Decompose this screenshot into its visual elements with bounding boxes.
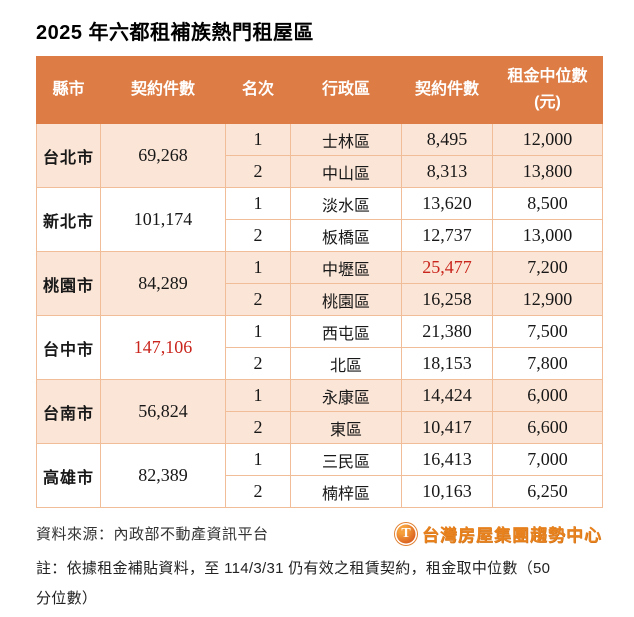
city-cell: 台中市 [36, 315, 101, 380]
brand-logo-text: 台灣房屋集團趨勢中心 [422, 526, 602, 545]
rank-cell: 2 [225, 219, 291, 252]
rent-cell: 7,800 [492, 347, 603, 380]
footnote-line-2: 分位數） [36, 590, 98, 607]
district-cell: 西屯區 [290, 315, 402, 348]
table-row: 2 楠梓區 10,163 6,250 [37, 475, 603, 508]
district-cell: 淡水區 [290, 187, 402, 220]
rent-cell: 6,600 [492, 411, 603, 444]
rent-cell: 12,900 [492, 283, 603, 316]
rental-table: 縣市 契約件數 名次 行政區 契約件數 租金中位數 (元) 台北市 69,268… [36, 56, 603, 508]
rank-cell: 2 [225, 347, 291, 380]
table-row: 桃園市 84,289 1 中壢區 25,477 7,200 [36, 251, 603, 316]
footnote: 註：依據租金補貼資料，至 114/3/31 仍有效之租賃契約，租金取中位數（50… [36, 554, 614, 614]
rank-cell: 1 [225, 187, 291, 220]
footer-row: 資料來源：內政部不動產資訊平台 T 台灣房屋集團趨勢中心 [36, 521, 602, 546]
contracts-cell: 18,153 [401, 347, 493, 380]
city-total-cell: 56,824 [100, 379, 226, 444]
district-cell: 東區 [290, 411, 402, 444]
district-cell: 中山區 [290, 155, 402, 188]
table-body: 台北市 69,268 1 士林區 8,495 12,000 2 中山區 8,31… [36, 123, 603, 508]
contracts-cell: 13,620 [401, 187, 493, 220]
col-header-city: 縣市 [36, 56, 101, 124]
district-cell: 士林區 [290, 123, 402, 156]
contracts-cell: 16,413 [401, 443, 493, 476]
city-total-cell: 101,174 [100, 187, 226, 252]
table-row: 台中市 147,106 1 西屯區 21,380 7,500 [36, 315, 603, 380]
rank-cell: 2 [225, 411, 291, 444]
contracts-cell-highlighted: 25,477 [401, 251, 493, 284]
rent-cell: 7,500 [492, 315, 603, 348]
data-source-text: 資料來源：內政部不動產資訊平台 [36, 526, 269, 543]
header-row: 縣市 契約件數 名次 行政區 契約件數 租金中位數 (元) [36, 56, 603, 124]
col-header-rank: 名次 [225, 56, 291, 124]
table-row: 台北市 69,268 1 士林區 8,495 12,000 [36, 123, 603, 188]
district-cell: 三民區 [290, 443, 402, 476]
table-row: 新北市 101,174 1 淡水區 13,620 8,500 [36, 187, 603, 252]
district-cell: 桃園區 [290, 283, 402, 316]
table-row: 2 北區 18,153 7,800 [37, 347, 603, 380]
col-header-rent-line1: 租金中位數 [507, 68, 588, 86]
contracts-cell: 21,380 [401, 315, 493, 348]
table-row: 台南市 56,824 1 永康區 14,424 6,000 [36, 379, 603, 444]
city-cell: 新北市 [36, 187, 101, 252]
contracts-cell: 14,424 [401, 379, 493, 412]
table-row: 2 板橋區 12,737 13,000 [37, 219, 603, 252]
contracts-cell: 16,258 [401, 283, 493, 316]
district-cell: 中壢區 [290, 251, 402, 284]
rank-cell: 1 [225, 251, 291, 284]
rank-cell: 1 [225, 379, 291, 412]
contracts-cell: 10,163 [401, 475, 493, 508]
footnote-line-1: 註：依據租金補貼資料，至 114/3/31 仍有效之租賃契約，租金取中位數（50 [36, 560, 551, 577]
rent-cell: 7,000 [492, 443, 603, 476]
rent-cell: 13,800 [492, 155, 603, 188]
brand-logo: T 台灣房屋集團趨勢中心 [395, 521, 602, 546]
rank-cell: 2 [225, 283, 291, 316]
city-total-cell: 84,289 [100, 251, 226, 316]
rent-cell: 12,000 [492, 123, 603, 156]
contracts-cell: 8,495 [401, 123, 493, 156]
table-header: 縣市 契約件數 名次 行政區 契約件數 租金中位數 (元) [36, 56, 603, 124]
rank-cell: 1 [225, 443, 291, 476]
city-total-cell: 69,268 [100, 123, 226, 188]
district-cell: 永康區 [290, 379, 402, 412]
city-cell: 台南市 [36, 379, 101, 444]
rank-cell: 2 [225, 155, 291, 188]
col-header-contracts: 契約件數 [401, 56, 493, 124]
contracts-cell: 10,417 [401, 411, 493, 444]
table-row: 2 桃園區 16,258 12,900 [37, 283, 603, 316]
district-cell: 板橋區 [290, 219, 402, 252]
rent-cell: 13,000 [492, 219, 603, 252]
col-header-total-contracts: 契約件數 [100, 56, 226, 124]
rank-cell: 1 [225, 315, 291, 348]
district-cell: 楠梓區 [290, 475, 402, 508]
table-row: 2 中山區 8,313 13,800 [37, 155, 603, 188]
rent-cell: 8,500 [492, 187, 603, 220]
table-row: 高雄市 82,389 1 三民區 16,413 7,000 [36, 443, 603, 508]
rent-cell: 6,000 [492, 379, 603, 412]
city-cell: 桃園市 [36, 251, 101, 316]
page-title: 2025 年六都租補族熱門租屋區 [36, 22, 315, 44]
city-cell: 台北市 [36, 123, 101, 188]
city-cell: 高雄市 [36, 443, 101, 508]
city-total-cell-highlighted: 147,106 [100, 315, 226, 380]
col-header-district: 行政區 [290, 56, 402, 124]
rank-cell: 2 [225, 475, 291, 508]
rent-cell: 7,200 [492, 251, 603, 284]
rent-cell: 6,250 [492, 475, 603, 508]
col-header-rent-line2: (元) [534, 94, 561, 111]
col-header-rent: 租金中位數 (元) [492, 56, 603, 124]
district-cell: 北區 [290, 347, 402, 380]
rank-cell: 1 [225, 123, 291, 156]
city-total-cell: 82,389 [100, 443, 226, 508]
table-row: 2 東區 10,417 6,600 [37, 411, 603, 444]
taiwan-housing-t-icon: T [395, 522, 417, 545]
contracts-cell: 8,313 [401, 155, 493, 188]
contracts-cell: 12,737 [401, 219, 493, 252]
